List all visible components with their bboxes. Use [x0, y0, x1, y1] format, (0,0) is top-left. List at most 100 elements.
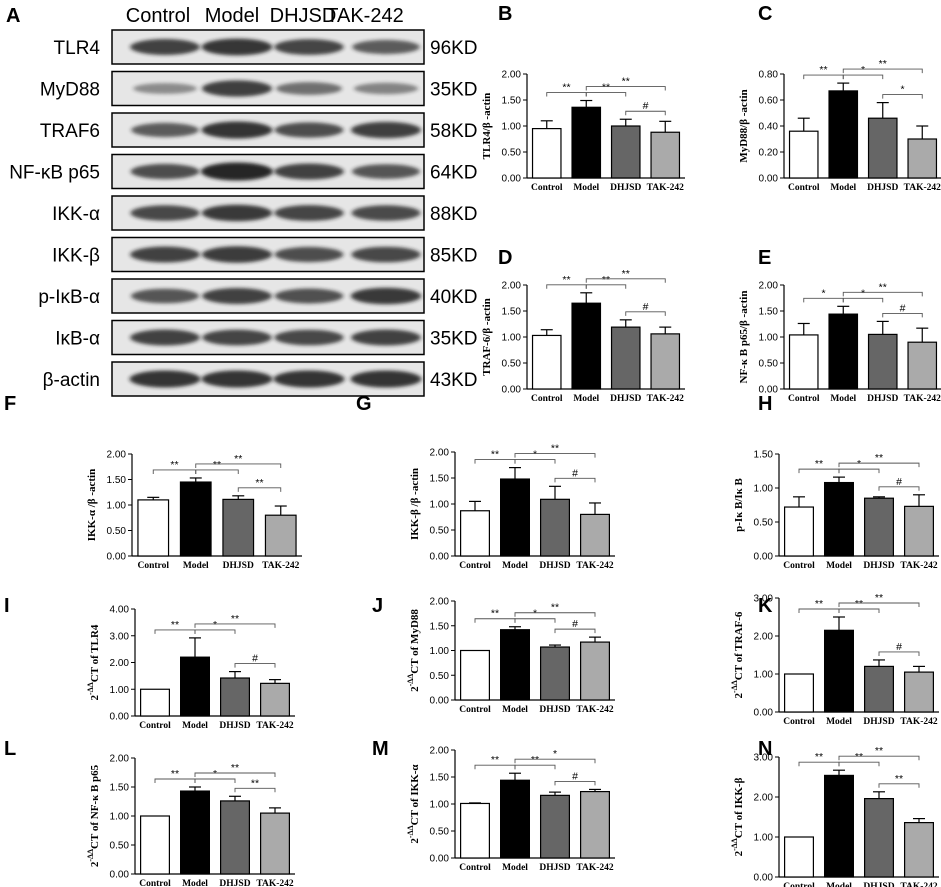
y-tick-label: 0.00 — [754, 708, 774, 719]
x-tick-label: Control — [788, 183, 820, 193]
x-tick-label: TAK-242 — [904, 183, 941, 193]
bar — [460, 802, 491, 859]
significance-marker: ** — [491, 449, 499, 461]
y-tick-label: 0.50 — [759, 359, 779, 370]
y-tick-label: 0.00 — [502, 385, 522, 396]
y-tick-label: 0.50 — [430, 526, 450, 537]
bar — [788, 130, 819, 179]
significance-marker: ** — [879, 281, 887, 293]
blot-size-label: 35KD — [430, 80, 478, 101]
significance-bracket — [625, 311, 666, 316]
y-tick-label: 2.00 — [759, 281, 779, 292]
blot-band — [273, 370, 345, 388]
blot-row: p-IκB-α 40KD — [38, 278, 478, 314]
significance-bracket — [194, 772, 276, 777]
blot-band — [202, 80, 272, 97]
significance-marker: ** — [551, 602, 559, 614]
significance-bracket — [838, 755, 920, 761]
significance-bracket — [842, 297, 884, 303]
significance-marker: # — [572, 467, 578, 479]
y-axis-label: IKK-β /β -actin — [409, 468, 421, 540]
significance-marker: ** — [491, 608, 499, 620]
y-axis-label: 2-ΔΔCT of IKK-α — [406, 764, 421, 844]
bar — [867, 333, 898, 390]
panel-letter-e: E — [758, 247, 771, 269]
x-tick-label: TAK-242 — [900, 882, 938, 887]
significance-marker: # — [643, 301, 649, 313]
y-tick-label: 2.00 — [754, 793, 774, 804]
significance-marker: ** — [895, 773, 903, 785]
blot-band — [274, 329, 344, 346]
blot-band — [202, 288, 272, 304]
significance-marker: # — [896, 476, 902, 488]
blot-band — [129, 370, 201, 388]
y-axis-label: NF-κ B p65/β -actin — [738, 291, 750, 384]
x-tick-label: TAK-242 — [576, 705, 614, 715]
blot-band — [352, 39, 420, 55]
significance-marker: # — [900, 302, 906, 314]
significance-bracket — [237, 487, 282, 492]
x-tick-label: TAK-242 — [256, 721, 294, 731]
panel-letter-d: D — [498, 247, 512, 269]
blot-size-label: 96KD — [430, 38, 478, 59]
x-tick-label: Model — [826, 561, 852, 571]
y-tick-label: 1.00 — [759, 333, 779, 344]
significance-marker: * — [533, 449, 537, 461]
bar — [907, 138, 938, 179]
blot-band — [274, 288, 344, 304]
bar — [460, 649, 491, 701]
significance-bracket — [585, 86, 666, 91]
chart-panel-c: C 0.00 0.20 0.40 0.60 0.80 MyD88/β -actin Contr… — [738, 3, 941, 193]
significance-marker: ** — [815, 598, 823, 610]
blot-row: NF-κB p65 64KD — [9, 153, 478, 190]
x-tick-label: TAK-242 — [904, 394, 941, 404]
y-tick-label: 2.00 — [110, 658, 130, 669]
significance-marker: # — [643, 100, 649, 112]
x-tick-label: Control — [783, 882, 815, 887]
bar — [539, 794, 570, 859]
x-tick-label: TAK-242 — [900, 717, 938, 727]
blot-group-label: DHJSD — [270, 5, 337, 27]
y-tick-label: 0.00 — [107, 552, 127, 563]
panel-letter-k: K — [758, 595, 773, 617]
bar — [903, 671, 934, 713]
panel-letter-m: M — [372, 738, 389, 760]
panel-letter-b: B — [498, 3, 512, 25]
x-tick-label: Model — [182, 879, 208, 887]
significance-marker: ** — [819, 64, 827, 76]
blot-size-label: 64KD — [430, 163, 478, 184]
significance-marker: ** — [491, 754, 499, 766]
x-tick-label: Control — [459, 561, 491, 571]
y-tick-label: 2.00 — [430, 597, 450, 608]
x-tick-label: DHJSD — [610, 394, 641, 404]
significance-bracket — [585, 278, 666, 283]
bar — [823, 481, 854, 557]
significance-marker: * — [857, 458, 861, 470]
x-tick-label: Control — [788, 394, 820, 404]
bar — [579, 641, 610, 701]
x-tick-label: Control — [531, 394, 563, 404]
x-tick-label: TAK-242 — [900, 561, 938, 571]
y-axis-label: 2-ΔΔCT of MyD88 — [406, 609, 421, 692]
blot-size-label: 58KD — [430, 121, 478, 142]
x-tick-label: Model — [183, 561, 209, 571]
bar — [531, 334, 562, 390]
blot-group-label: Control — [126, 5, 190, 27]
significance-marker: ** — [251, 777, 259, 789]
bar — [264, 514, 297, 557]
significance-marker: * — [900, 84, 904, 96]
bar — [222, 498, 255, 557]
significance-marker: ** — [562, 274, 570, 286]
blot-row: IKK-β 85KD — [52, 236, 478, 273]
significance-marker: ** — [231, 613, 239, 625]
y-tick-label: 1.00 — [502, 333, 522, 344]
significance-bracket — [554, 477, 596, 483]
bar — [539, 646, 570, 701]
y-tick-label: 0.00 — [430, 696, 450, 707]
bar — [500, 779, 531, 859]
blot-size-label: 85KD — [430, 246, 478, 267]
blot-band — [352, 164, 420, 179]
y-tick-label: 0.00 — [754, 552, 774, 563]
bar — [863, 497, 894, 557]
blot-row: β-actin 43KD — [43, 361, 478, 397]
